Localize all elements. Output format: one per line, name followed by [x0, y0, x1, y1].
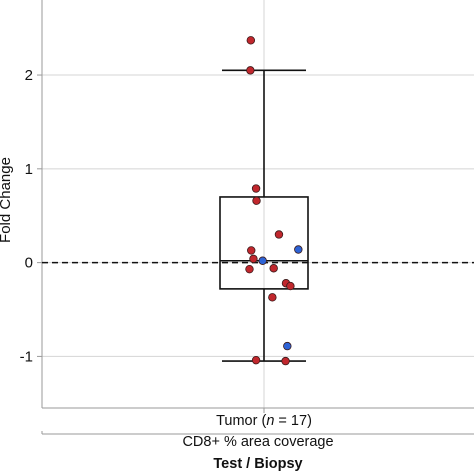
iqr-box — [219, 196, 309, 290]
y-tick-label: 2 — [25, 67, 33, 84]
y-axis-ticks: -1 0 1 2 — [20, 67, 42, 365]
subtitle: CD8+ % area coverage — [182, 434, 333, 450]
n-value: 17 — [291, 413, 307, 429]
data-point-red — [268, 293, 277, 302]
data-point-blue — [283, 341, 292, 351]
data-point-red — [274, 230, 284, 239]
data-point-red — [252, 196, 261, 205]
data-point-blue — [258, 256, 267, 265]
n-symbol: n — [266, 413, 274, 429]
data-point-red — [251, 355, 261, 365]
y-tick-label: 1 — [25, 161, 33, 178]
facet-title: Test / Biopsy — [213, 456, 302, 472]
data-point-red — [281, 356, 290, 366]
data-point-red — [246, 66, 255, 75]
data-point-red — [269, 264, 278, 273]
data-point-red — [245, 264, 254, 274]
category-name: Tumor — [216, 413, 258, 429]
y-tick-label: -1 — [20, 348, 33, 365]
data-point-red — [286, 281, 295, 291]
y-tick-label: 0 — [25, 255, 33, 272]
y-axis-label: Fold Change — [0, 157, 14, 243]
category-label: Tumor (n = 17) — [216, 413, 312, 429]
data-point-blue — [294, 245, 303, 254]
data-point-red — [246, 36, 255, 45]
axes — [41, 0, 474, 413]
data-point-red — [249, 254, 258, 264]
data-points — [245, 36, 303, 366]
data-point-red — [251, 184, 261, 193]
box-and-whiskers — [219, 69, 309, 362]
data-point-red — [247, 246, 256, 255]
